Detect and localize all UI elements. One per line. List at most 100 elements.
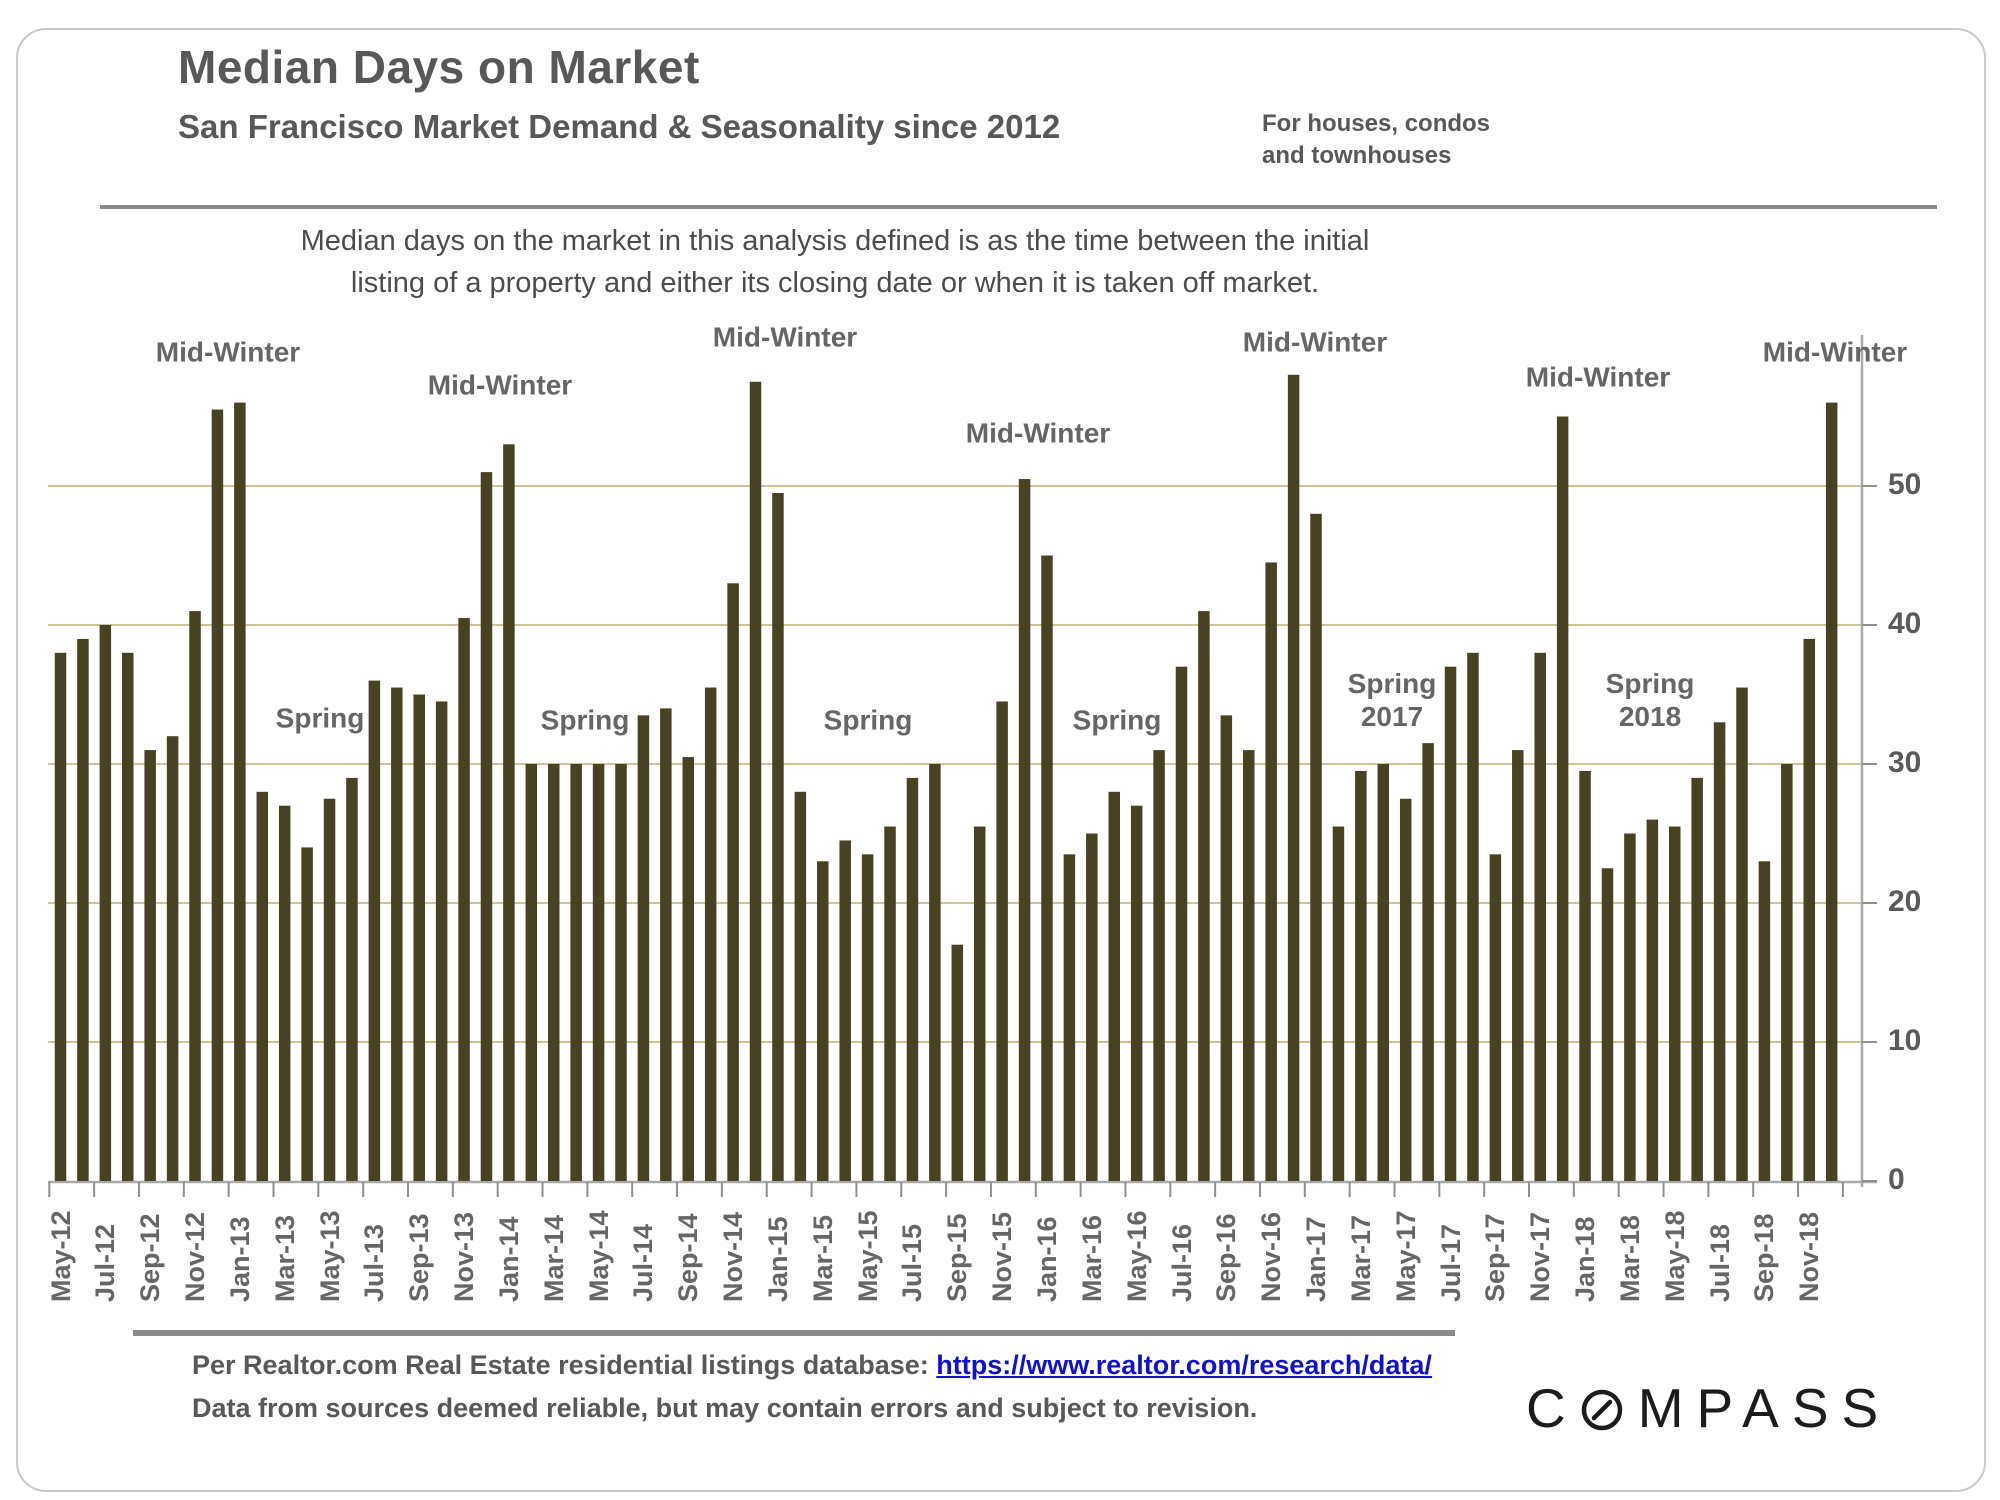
bar-Nov-17 [1534,652,1546,1181]
x-axis-label-Jan-17: Jan-17 [1301,1216,1332,1302]
bar-Jan-13 [234,402,246,1182]
definition-line-1: Median days on the market in this analys… [300,225,1370,257]
x-axis-label-Mar-18: Mar-18 [1614,1214,1645,1302]
x-axis-label-Nov-13: Nov-13 [449,1211,480,1302]
bar-Aug-16 [1198,611,1210,1181]
bar-Nov-14 [727,583,739,1181]
annotation-mid-winter-1: Mid-Winter [427,369,573,401]
x-axis-label-Sep-18: Sep-18 [1749,1213,1780,1302]
x-axis-label-Sep-16: Sep-16 [1211,1213,1242,1302]
source-text: Per Realtor.com Real Estate residential … [192,1350,937,1380]
x-axis-label-Jul-14: Jul-14 [628,1223,659,1302]
bar-Mar-14 [547,764,560,1181]
bar-Dec-12 [211,409,224,1181]
bar-Nov-13 [458,618,470,1181]
page-title: Median Days on Market [178,41,700,93]
x-axis-label-Nov-15: Nov-15 [987,1211,1018,1302]
x-axis-label-Jan-18: Jan-18 [1570,1216,1601,1302]
x-axis-label-Sep-14: Sep-14 [673,1213,704,1302]
bar-Jul-14 [637,715,650,1181]
annotation-spring-2017-11: Spring 2017 [1347,667,1437,732]
bar-Mar-16 [1086,833,1098,1181]
x-axis-label-Jan-13: Jan-13 [224,1216,255,1302]
bar-Dec-17 [1556,416,1569,1181]
compass-o-icon [1581,1389,1622,1431]
bar-May-15 [861,854,874,1181]
bar-Jan-17 [1310,513,1322,1181]
bar-Oct-15 [973,826,986,1181]
annotation-mid-winter-2: Mid-Winter [712,321,858,353]
annotation-spring-8: Spring [540,704,630,736]
bar-Mar-15 [817,861,829,1181]
x-axis-label-Nov-17: Nov-17 [1525,1211,1556,1302]
bar-Apr-14 [570,764,582,1181]
x-axis-label-May-14: May-14 [583,1210,614,1302]
bar-Nov-18 [1803,638,1816,1181]
bar-Feb-16 [1063,854,1076,1181]
bar-Jul-17 [1444,666,1457,1181]
x-axis-label-Sep-17: Sep-17 [1480,1213,1511,1302]
bar-Apr-17 [1377,764,1390,1181]
source-link[interactable]: https://www.realtor.com/research/data/ [936,1350,1432,1380]
bar-Mar-13 [278,805,291,1181]
page-subtitle: San Francisco Market Demand & Seasonalit… [178,108,1061,145]
x-axis-label-May-15: May-15 [852,1210,883,1302]
y-axis-label-50: 50 [1888,468,1922,501]
bar-Jul-15 [906,777,919,1181]
bar-Oct-18 [1781,764,1793,1181]
bar-Jan-15 [772,492,784,1181]
bar-Dec-13 [480,472,493,1182]
bar-Sep-12 [144,750,156,1181]
bar-Jun-13 [346,777,358,1181]
x-axis-label-Sep-12: Sep-12 [135,1213,166,1302]
bar-Aug-18 [1736,687,1748,1181]
x-axis-label-Jan-16: Jan-16 [1031,1216,1062,1302]
bar-Dec-18 [1825,402,1838,1182]
annotation-spring-10: Spring [1072,704,1162,736]
bar-May-14 [592,764,605,1181]
bar-May-16 [1130,805,1143,1181]
x-axis-label-Mar-15: Mar-15 [807,1214,838,1302]
disclaimer-line: Data from sources deemed reliable, but m… [192,1393,1258,1423]
compass-logo: C MPASS [1526,1376,1891,1440]
bar-Jun-12 [77,638,89,1181]
x-axis-label-Nov-18: Nov-18 [1794,1211,1825,1302]
bar-Feb-13 [256,791,269,1181]
bar-Apr-18 [1646,819,1659,1181]
x-axis-label-Nov-12: Nov-12 [180,1211,211,1302]
property-type-note: For houses, condos and townhouses [1262,110,1491,170]
x-axis-label-May-18: May-18 [1659,1210,1690,1302]
x-axis-label-Jan-14: Jan-14 [493,1216,524,1302]
x-axis-label-May-17: May-17 [1390,1210,1421,1302]
bar-Nov-15 [996,701,1008,1181]
bar-May-13 [323,798,336,1181]
footer-divider [133,1330,1455,1336]
x-axis-label-Mar-13: Mar-13 [269,1214,300,1302]
bar-Jul-13 [368,680,381,1181]
definition-line-2: listing of a property and either its clo… [350,267,1320,300]
y-axis-label-10: 10 [1888,1024,1922,1057]
x-axis-label-May-16: May-16 [1121,1210,1152,1302]
bar-May-17 [1399,798,1412,1181]
bar-May-12 [54,652,67,1181]
source-line: Per Realtor.com Real Estate residential … [192,1350,1432,1381]
x-axis-label-Sep-15: Sep-15 [942,1213,973,1302]
bar-Apr-13 [301,847,313,1181]
bar-Oct-16 [1243,750,1255,1181]
bar-Jun-15 [884,826,896,1181]
bar-Sep-16 [1220,715,1233,1181]
annotation-mid-winter-5: Mid-Winter [1525,361,1671,393]
annotation-mid-winter-4: Mid-Winter [1242,326,1388,358]
bar-Feb-18 [1601,868,1614,1181]
bar-Jan-16 [1041,555,1053,1181]
bar-Jul-18 [1713,722,1726,1181]
x-axis-label-Nov-16: Nov-16 [1256,1211,1287,1302]
x-axis-label-Mar-16: Mar-16 [1076,1214,1107,1302]
x-axis-label-Jul-15: Jul-15 [897,1223,928,1302]
annotation-mid-winter-0: Mid-Winter [155,336,301,368]
title-divider [100,205,1937,209]
y-axis-label-40: 40 [1888,607,1922,640]
definition-text: Median days on the market in this analys… [270,220,1400,304]
